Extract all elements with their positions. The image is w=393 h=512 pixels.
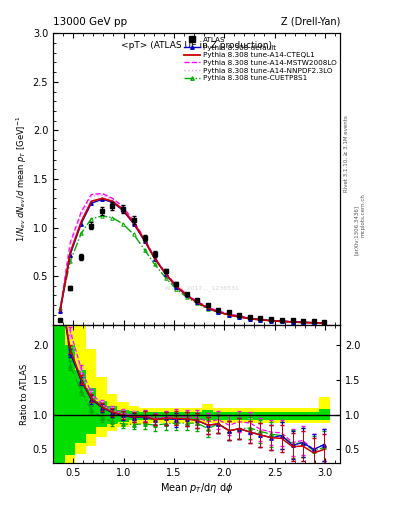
Y-axis label: Ratio to ATLAS: Ratio to ATLAS [20, 364, 29, 424]
Text: 13000 GeV pp: 13000 GeV pp [53, 16, 127, 27]
Text: <pT> (ATLAS UE in Z production): <pT> (ATLAS UE in Z production) [121, 40, 272, 50]
Text: [arXiv:1306.3436]: [arXiv:1306.3436] [354, 205, 359, 255]
Text: mcplots.cern.ch: mcplots.cern.ch [361, 193, 366, 237]
Text: Z (Drell-Yan): Z (Drell-Yan) [281, 16, 340, 27]
Y-axis label: $1/N_{ev}$ $dN_{ev}/d$ mean $p_T$ [GeV]$^{-1}$: $1/N_{ev}$ $dN_{ev}/d$ mean $p_T$ [GeV]$… [14, 116, 29, 242]
X-axis label: Mean $p_{T}$/d$\eta$ d$\phi$: Mean $p_{T}$/d$\eta$ d$\phi$ [160, 481, 233, 495]
Legend: ATLAS, Pythia 8.308 default, Pythia 8.308 tune-A14-CTEQL1, Pythia 8.308 tune-A14: ATLAS, Pythia 8.308 default, Pythia 8.30… [182, 35, 338, 82]
Text: ATLAS_2017..._1236531: ATLAS_2017..._1236531 [165, 286, 240, 291]
Text: Rivet 3.1.10, ≥ 3.1M events: Rivet 3.1.10, ≥ 3.1M events [344, 115, 349, 192]
